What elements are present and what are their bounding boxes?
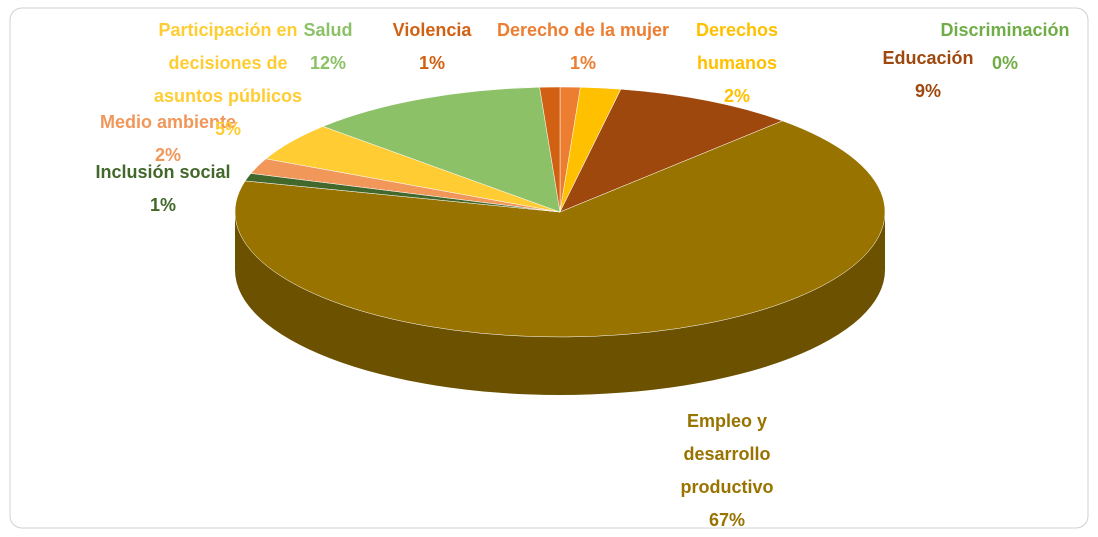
category-label: Derecho de la mujer bbox=[496, 20, 670, 40]
pie bbox=[234, 86, 886, 395]
category-label: Derechos humanos bbox=[695, 20, 779, 73]
data-label: Inclusión social 1% bbox=[73, 156, 253, 222]
data-label: Discriminación 0% bbox=[920, 14, 1090, 80]
category-label: Medio ambiente bbox=[99, 112, 237, 132]
value-label: 9% bbox=[914, 81, 941, 101]
category-label: Violencia bbox=[392, 20, 472, 40]
data-label: Salud 12% bbox=[288, 14, 368, 80]
value-label: 1% bbox=[418, 53, 445, 73]
value-label: 0% bbox=[991, 53, 1018, 73]
category-label: Empleo y desarrollo productivo bbox=[680, 411, 774, 497]
data-label: Participación en decisiones de asuntos p… bbox=[141, 14, 316, 146]
slice-side bbox=[235, 212, 885, 395]
category-label: Educación bbox=[882, 48, 974, 68]
data-label: Violencia 1% bbox=[382, 14, 482, 80]
value-label: 2% bbox=[154, 145, 181, 165]
value-label: 12% bbox=[309, 53, 347, 73]
category-label: Discriminación bbox=[940, 20, 1070, 40]
value-label: 1% bbox=[569, 53, 596, 73]
category-label: Inclusión social bbox=[95, 162, 231, 182]
slice bbox=[539, 86, 561, 213]
category-label: Salud bbox=[303, 20, 353, 40]
slice bbox=[559, 88, 784, 213]
slice bbox=[322, 86, 561, 213]
value-label: 2% bbox=[723, 86, 750, 106]
data-label: Derechos humanos 2% bbox=[682, 14, 792, 113]
slice bbox=[234, 120, 886, 338]
data-label: Empleo y desarrollo productivo 67% bbox=[652, 405, 802, 537]
value-label: 5% bbox=[214, 119, 241, 139]
value-label: 1% bbox=[149, 195, 176, 215]
category-label: Participación en decisiones de asuntos p… bbox=[153, 20, 303, 106]
data-label: Educación 9% bbox=[868, 42, 988, 108]
data-label: Medio ambiente 2% bbox=[78, 106, 258, 172]
data-label: Derecho de la mujer 1% bbox=[496, 14, 671, 80]
value-label: 67% bbox=[708, 510, 746, 530]
